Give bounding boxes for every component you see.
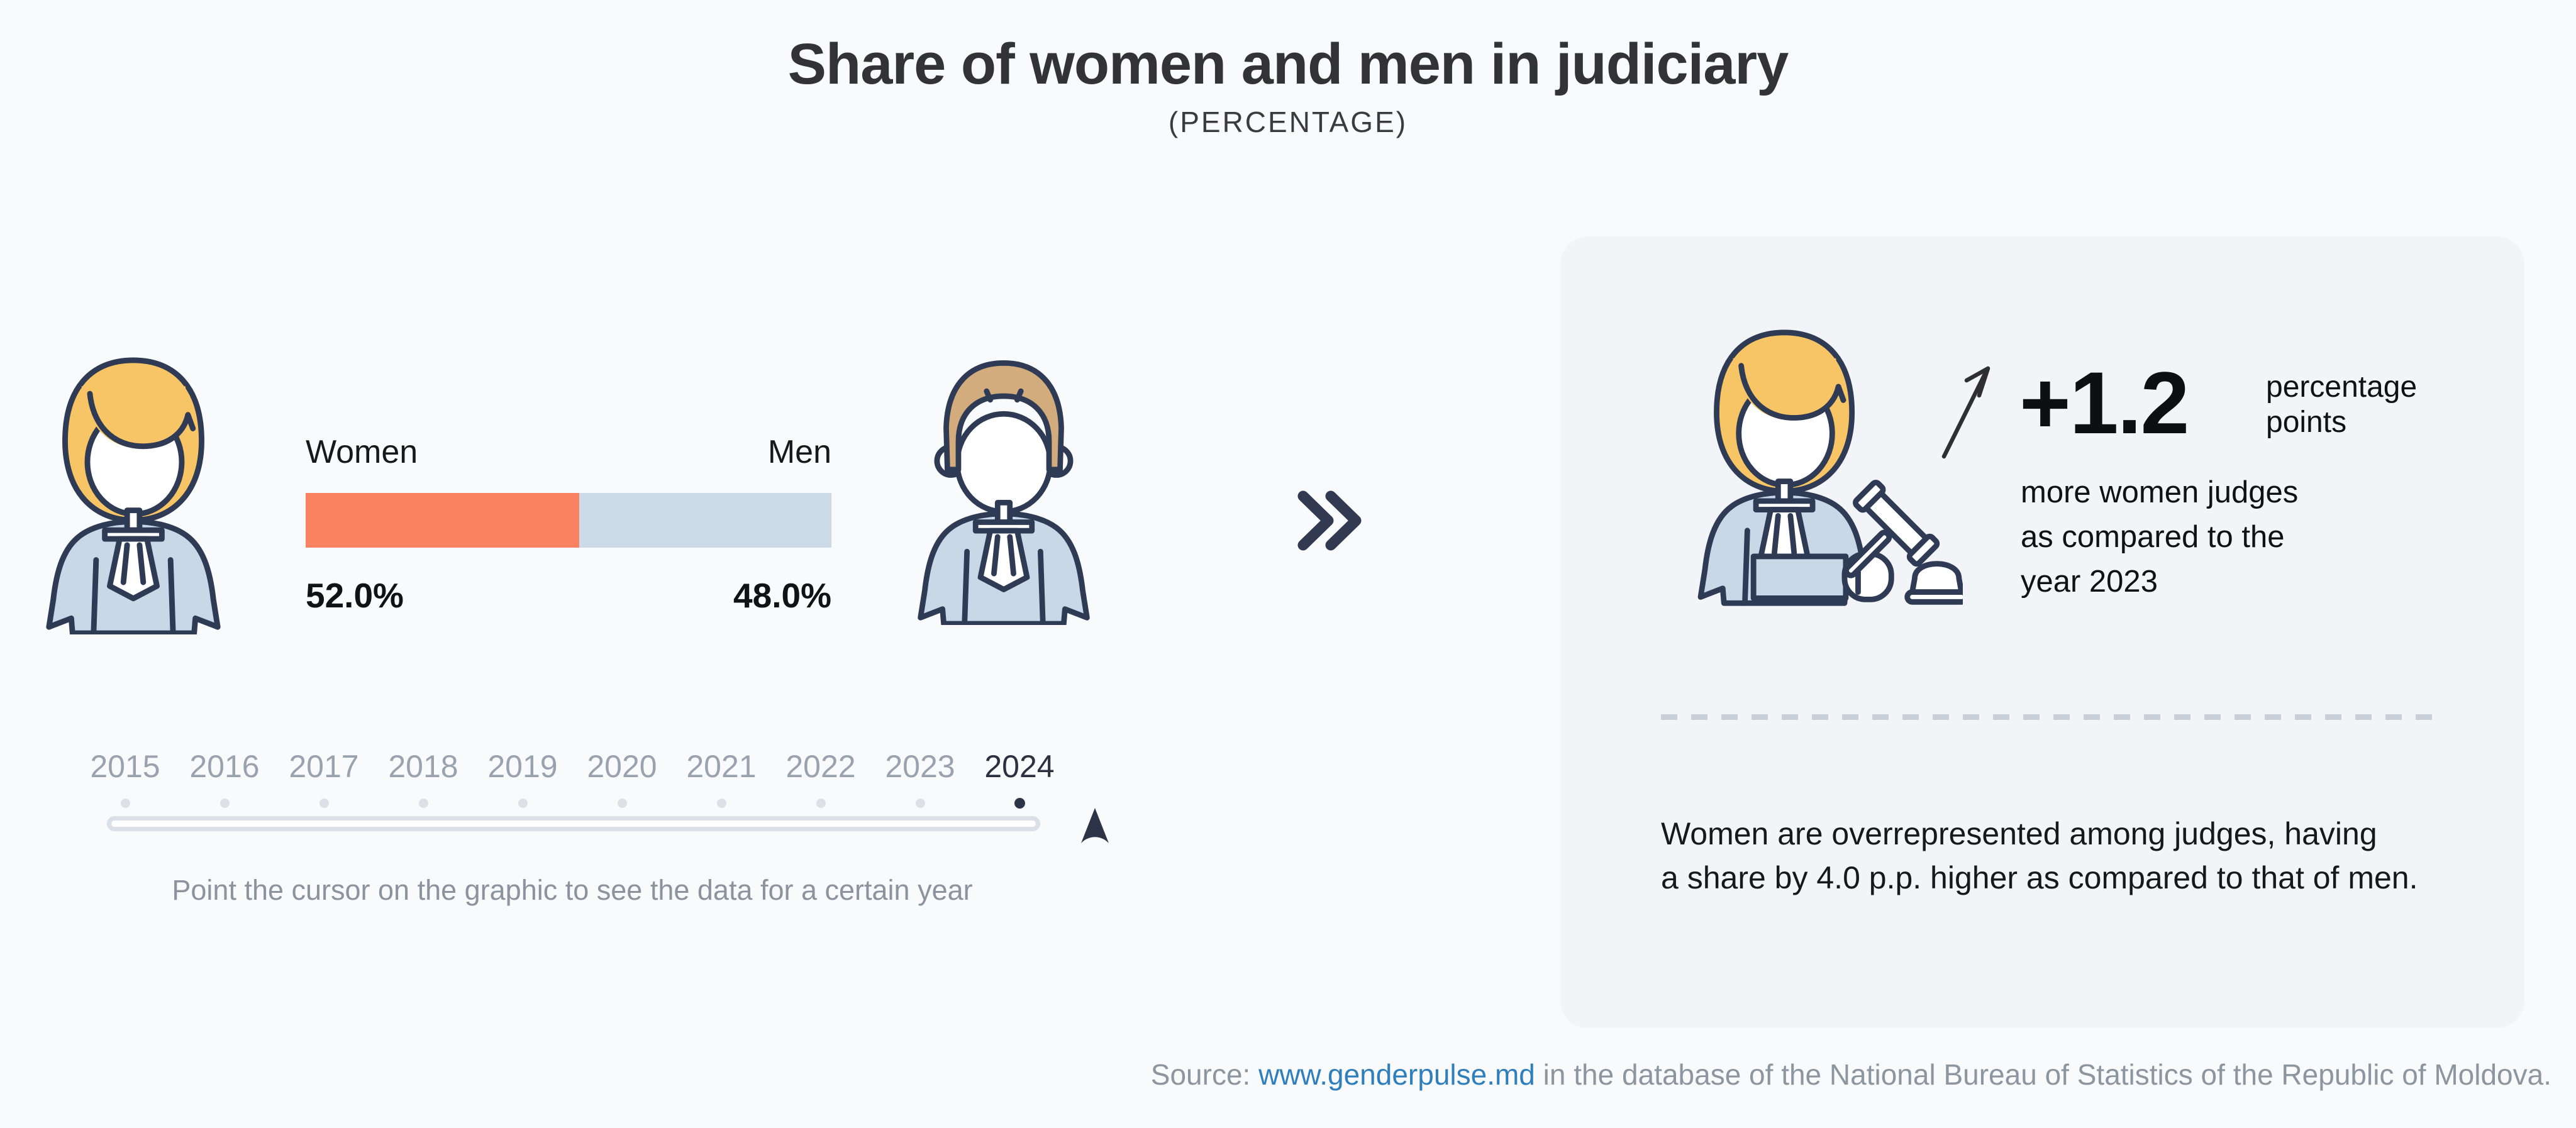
summary-text: Women are overrepresented among judges, …	[1661, 816, 2418, 895]
timeline-year-2019[interactable]: 2019	[487, 749, 558, 784]
header: Share of women and men in judiciary (PER…	[0, 32, 2576, 139]
page-subtitle: (PERCENTAGE)	[1168, 106, 1408, 139]
men-label: Men	[767, 434, 831, 470]
timeline-hint: Point the cursor on the graphic to see t…	[172, 874, 973, 906]
double-chevron-right-icon	[1297, 490, 1362, 551]
timeline-cursor-icon[interactable]	[1080, 808, 1109, 844]
timeline-dot-cell	[374, 799, 473, 809]
timeline-year-2018[interactable]: 2018	[388, 749, 458, 784]
women-value: 52.0%	[306, 576, 404, 615]
timeline-dot-2016[interactable]	[219, 799, 230, 808]
delta-unit: percentage points	[2266, 370, 2418, 439]
timeline-year-2024[interactable]: 2024	[984, 749, 1055, 784]
timeline-dots	[75, 798, 1069, 809]
timeline-year-2020[interactable]: 2020	[587, 749, 657, 784]
timeline-dot-2019[interactable]	[518, 799, 528, 808]
timeline-year-2022[interactable]: 2022	[786, 749, 856, 784]
woman-judge-gavel-illustration	[1697, 329, 1963, 606]
year-timeline: 2015 2016 2017 2018 2019 2020 2021 2022 2023 2024…	[75, 748, 1109, 912]
timeline-slider-track[interactable]	[107, 816, 1040, 831]
timeline-dot-cell	[970, 798, 1069, 809]
timeline-dot-cell	[473, 799, 572, 809]
women-label: Women	[306, 434, 418, 470]
source-prefix: Source:	[1150, 1058, 1259, 1091]
jabot	[107, 536, 160, 602]
stacked-bar[interactable]	[306, 493, 831, 548]
trend-up-arrow-icon	[1941, 366, 1990, 459]
sound-block	[1909, 561, 1963, 595]
jabot	[977, 528, 1030, 592]
timeline-year-2016[interactable]: 2016	[189, 749, 260, 784]
collar	[1775, 478, 1794, 504]
source-suffix: in the database of the National Bureau o…	[1535, 1058, 2551, 1091]
bar-segment-women[interactable]	[306, 493, 579, 548]
bar-segment-men[interactable]	[579, 493, 831, 548]
timeline-dot-2023[interactable]	[915, 799, 925, 808]
timeline-dot-cell	[274, 799, 374, 809]
timeline-dot-cell	[672, 799, 771, 809]
timeline-year-2021[interactable]: 2021	[686, 749, 757, 784]
face	[954, 411, 1053, 515]
timeline-dot-2021[interactable]	[716, 799, 726, 808]
gavel-head	[1853, 480, 1940, 567]
bar-legend: Women Men	[306, 434, 831, 470]
men-value: 48.0%	[733, 576, 831, 615]
source-line: Source: www.genderpulse.md in the databa…	[1151, 1058, 2551, 1092]
arm-sleeve	[1750, 553, 1849, 601]
woman-judge-illustration	[46, 357, 221, 634]
source-link[interactable]: www.genderpulse.md	[1258, 1058, 1535, 1091]
timeline-dot-cell	[572, 799, 672, 809]
timeline-dot-cell	[771, 799, 870, 809]
gender-share-bar-chart: Women Men 52.0% 48.0%	[306, 434, 831, 616]
timeline-year-2015[interactable]: 2015	[90, 749, 160, 784]
collar	[124, 507, 143, 533]
sound-block-base	[1904, 589, 1963, 605]
timeline-dot-cell	[175, 799, 274, 809]
insight-card: +1.2 percentage points more women judges…	[1560, 236, 2524, 1028]
collar	[994, 499, 1013, 525]
delta-value: +1.2	[2019, 353, 2189, 452]
timeline-years: 2015 2016 2017 2018 2019 2020 2021 2022 2023 2024	[75, 748, 1069, 785]
dashed-divider	[1661, 714, 2446, 720]
man-judge-illustration	[918, 360, 1090, 625]
timeline-dot-2022[interactable]	[816, 799, 826, 808]
timeline-dot-2020[interactable]	[617, 799, 627, 808]
timeline-year-2017[interactable]: 2017	[289, 749, 359, 784]
timeline-dot-2017[interactable]	[319, 799, 329, 808]
timeline-dot-2015[interactable]	[120, 799, 130, 808]
bar-values: 52.0% 48.0%	[306, 575, 831, 616]
timeline-dot-cell	[75, 799, 175, 809]
gavel-handle	[1843, 529, 1892, 578]
page-title: Share of women and men in judiciary	[787, 32, 1789, 96]
timeline-dot-2018[interactable]	[418, 799, 428, 808]
timeline-dot-cell	[870, 799, 970, 809]
timeline-dot-2024[interactable]	[1014, 798, 1025, 809]
bangs-edge	[87, 390, 196, 450]
delta-description: more women judges as compared to the yea…	[2021, 475, 2299, 599]
hair	[943, 360, 1064, 473]
timeline-year-2023[interactable]: 2023	[885, 749, 955, 784]
bangs-edge	[1738, 363, 1846, 421]
